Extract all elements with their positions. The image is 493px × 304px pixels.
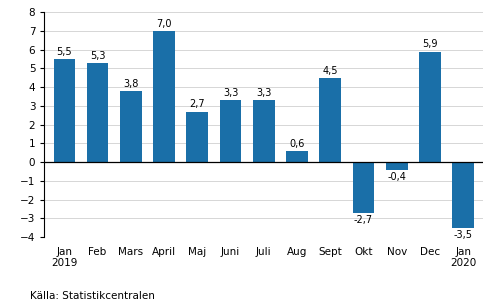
Bar: [186, 112, 208, 162]
Bar: [253, 100, 275, 162]
Bar: [153, 31, 175, 162]
Text: -2,7: -2,7: [354, 215, 373, 225]
Text: 5,9: 5,9: [422, 39, 438, 49]
Text: -3,5: -3,5: [454, 230, 473, 240]
Bar: [386, 162, 408, 170]
Bar: [352, 162, 374, 213]
Text: 7,0: 7,0: [156, 19, 172, 29]
Text: 4,5: 4,5: [322, 66, 338, 75]
Text: -0,4: -0,4: [387, 172, 406, 182]
Text: 0,6: 0,6: [289, 139, 305, 149]
Text: Källa: Statistikcentralen: Källa: Statistikcentralen: [30, 291, 154, 301]
Text: 3,3: 3,3: [223, 88, 238, 98]
Bar: [87, 63, 108, 162]
Text: 5,3: 5,3: [90, 50, 106, 60]
Text: 3,8: 3,8: [123, 79, 139, 89]
Text: 5,5: 5,5: [57, 47, 72, 57]
Text: 3,3: 3,3: [256, 88, 272, 98]
Bar: [220, 100, 241, 162]
Bar: [453, 162, 474, 228]
Bar: [319, 78, 341, 162]
Text: 2,7: 2,7: [189, 99, 205, 109]
Bar: [286, 151, 308, 162]
Bar: [419, 52, 441, 162]
Bar: [120, 91, 141, 162]
Bar: [54, 59, 75, 162]
